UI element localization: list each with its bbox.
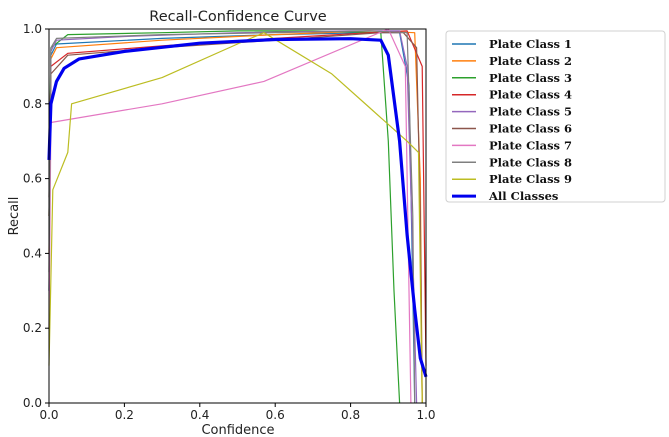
legend: Plate Class 1 Plate Class 2 Plate Class 3 P… <box>445 30 666 203</box>
y-tick-label: 1.0 <box>23 22 42 36</box>
legend-items: Plate Class 1 Plate Class 2 Plate Class 3 P… <box>452 37 572 203</box>
x-axis-label: Confidence <box>201 423 274 437</box>
series-line-7 <box>48 28 412 404</box>
y-tick-label: 0.2 <box>23 321 42 335</box>
series-line-5 <box>48 30 418 404</box>
chart-title: Recall-Confidence Curve <box>149 9 326 25</box>
x-tick-label: 0.0 <box>39 408 58 422</box>
legend-label-5: Plate Class 5 <box>489 105 572 119</box>
x-tick-label: 0.4 <box>190 408 209 422</box>
legend-box <box>445 30 666 203</box>
legend-label-10: All Classes <box>488 189 558 203</box>
x-tick-label: 0.8 <box>341 408 360 422</box>
legend-label-4: Plate Class 4 <box>489 88 572 102</box>
legend-label-8: Plate Class 8 <box>489 155 572 169</box>
y-tick-label: 0.6 <box>23 172 42 186</box>
series-line-8 <box>48 30 416 404</box>
legend-label-7: Plate Class 7 <box>489 138 572 152</box>
series-line-2 <box>48 30 423 404</box>
legend-label-1: Plate Class 1 <box>489 37 572 51</box>
x-tick-label: 1.0 <box>416 408 435 422</box>
series-line-9 <box>48 32 423 404</box>
legend-label-9: Plate Class 9 <box>489 172 572 186</box>
plot-frame <box>48 28 427 404</box>
plot-lines <box>47 28 428 404</box>
series-line-10 <box>47 37 428 378</box>
axis-ticks: 0.0 0.2 0.4 0.6 0.8 1.0 0.0 0.2 0.4 0.6 0.8 1.0 <box>23 22 436 422</box>
x-tick-label: 0.2 <box>115 408 134 422</box>
series-line-4 <box>48 30 427 366</box>
y-tick-label: 0.4 <box>23 246 42 260</box>
legend-label-6: Plate Class 6 <box>489 122 572 136</box>
legend-label-2: Plate Class 2 <box>489 54 572 68</box>
series-line-6 <box>48 32 423 404</box>
legend-label-3: Plate Class 3 <box>489 71 572 85</box>
x-tick-label: 0.6 <box>266 408 285 422</box>
y-axis-label: Recall <box>7 197 22 236</box>
y-tick-label: 0.8 <box>23 97 42 111</box>
y-tick-label: 0.0 <box>23 396 42 410</box>
